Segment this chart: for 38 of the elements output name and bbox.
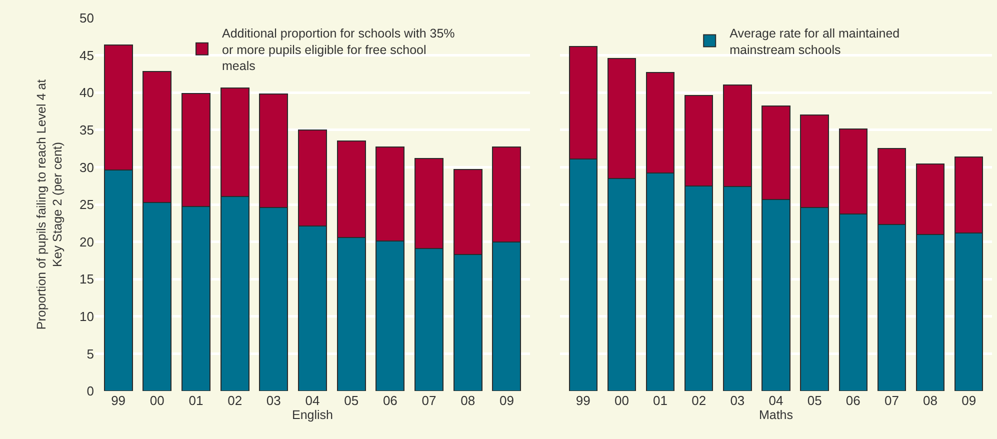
y-tick-label: 50 — [80, 10, 94, 26]
y-axis-title: Proportion of pupils failing to reach Level 4 at Key Stage 2 (per cent) — [34, 78, 65, 330]
x-tick-label: 00 — [614, 393, 629, 408]
x-tick-label: 03 — [266, 393, 281, 408]
x-tick-label: 01 — [653, 393, 668, 408]
x-tick-label: 08 — [923, 393, 938, 408]
x-tick-label: 99 — [111, 393, 126, 408]
y-tick-label: 25 — [80, 197, 94, 212]
x-tick-label: 04 — [305, 393, 320, 408]
legend-label: Average rate for all maintained mainstream schools — [730, 26, 900, 57]
legend-label: Additional proportion for schools with 35% or more pupils eligible for free school meals — [222, 26, 455, 73]
y-tick-label: 35 — [80, 122, 94, 138]
y-tick-label: 40 — [80, 85, 94, 100]
x-tick-label: 06 — [382, 393, 398, 408]
y-tick-label: 45 — [80, 48, 94, 63]
x-tick-label: 05 — [807, 393, 822, 408]
y-tick-label: 15 — [80, 272, 94, 287]
x-tick-label: 02 — [228, 393, 242, 408]
x-tick-label: 07 — [422, 393, 436, 408]
x-tick-label: 03 — [730, 393, 745, 408]
x-tick-label: 09 — [499, 393, 514, 408]
y-tick-label: 30 — [80, 160, 94, 175]
x-axis-title: Maths — [758, 408, 794, 422]
x-axis-title: English — [292, 408, 334, 422]
x-tick-label: 06 — [846, 393, 860, 408]
x-tick-label: 07 — [884, 393, 899, 408]
x-tick-label: 00 — [150, 393, 164, 408]
x-tick-label: 05 — [344, 393, 359, 408]
y-tick-label: 10 — [80, 308, 94, 324]
y-tick-label: 5 — [86, 346, 94, 362]
x-tick-label: 08 — [460, 393, 476, 408]
x-tick-label: 04 — [768, 393, 784, 408]
x-tick-label: 02 — [692, 393, 706, 408]
y-tick-label: 0 — [86, 384, 94, 399]
y-tick-label: 20 — [80, 234, 94, 250]
x-tick-label: 99 — [576, 393, 590, 408]
x-tick-label: 09 — [962, 393, 976, 408]
x-tick-label: 01 — [188, 393, 204, 408]
